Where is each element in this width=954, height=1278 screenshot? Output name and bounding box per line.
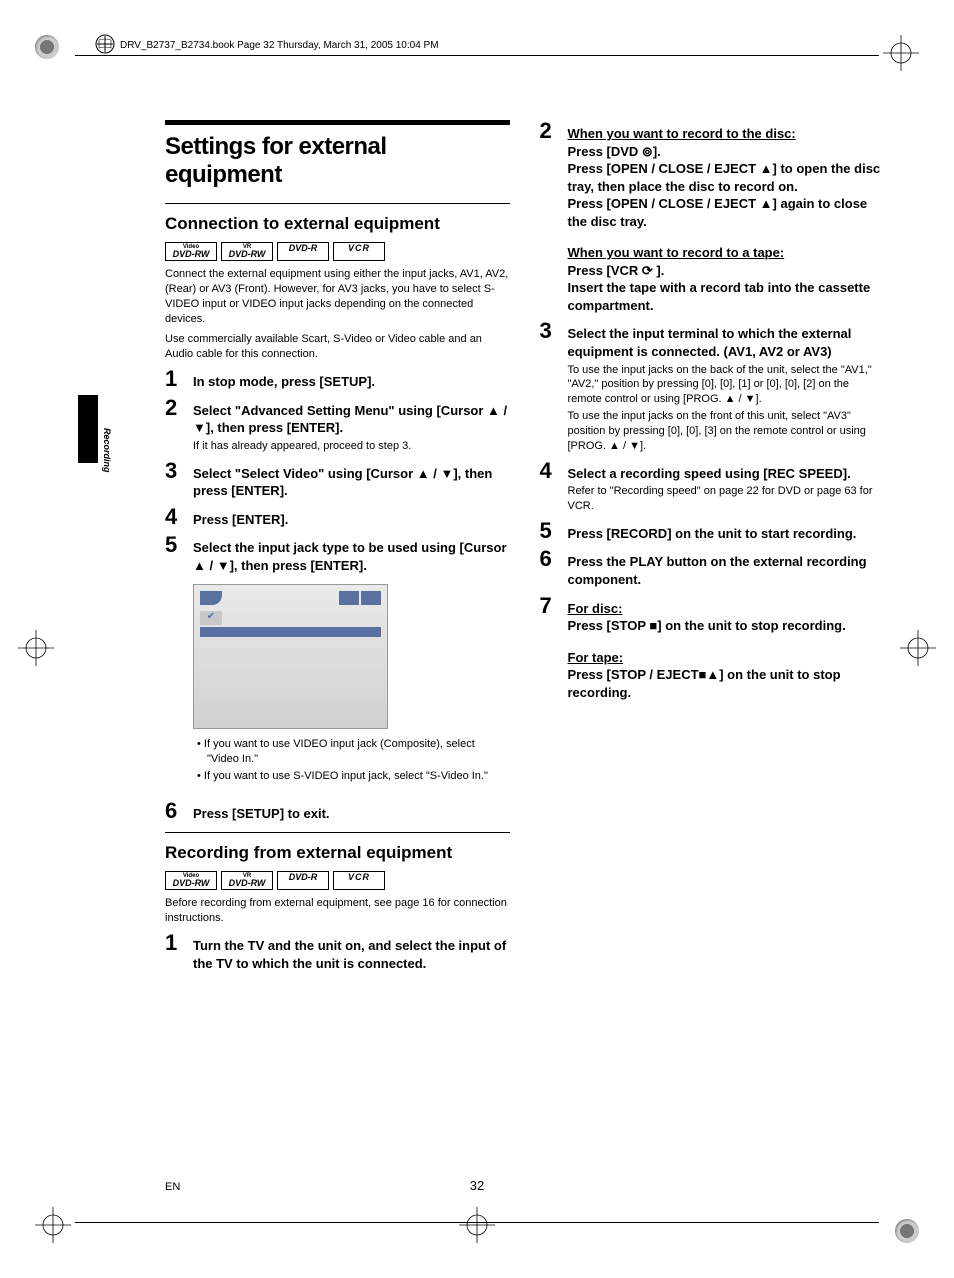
step-title: Select "Select Video" using [Cursor ▲ / …: [193, 465, 510, 500]
step-title: For tape: Press [STOP / EJECT■▲] on the …: [568, 649, 885, 702]
step-6: 6 Press [SETUP] to exit.: [165, 800, 510, 823]
crop-mark-mr: [900, 630, 936, 666]
section-rule: [165, 832, 510, 833]
rec-step-5: 5 Press [RECORD] on the unit to start re…: [540, 520, 885, 543]
step-num: 7: [540, 595, 558, 617]
step-title: Select the input terminal to which the e…: [568, 325, 885, 360]
step-title: In stop mode, press [SETUP].: [193, 373, 510, 391]
step-num: 3: [540, 320, 558, 342]
step-num: 1: [165, 932, 183, 954]
rec-step-6: 6 Press the PLAY button on the external …: [540, 548, 885, 588]
step-title: Select "Advanced Setting Menu" using [Cu…: [193, 402, 510, 437]
crop-mark-tl: [35, 35, 59, 59]
step-title: Select the input jack type to be used us…: [193, 539, 510, 574]
format-badges: VideoDVD-RW VRDVD-RW DVD-R VCR: [165, 242, 510, 261]
header-text: DRV_B2737_B2734.book Page 32 Thursday, M…: [120, 40, 439, 51]
title-rule: [165, 120, 510, 125]
rec-step-3: 3 Select the input terminal to which the…: [540, 320, 885, 453]
step-title: Turn the TV and the unit on, and select …: [193, 937, 510, 972]
crop-mark-tr: [883, 35, 919, 71]
badge-dvdr: DVD-R: [277, 871, 329, 890]
rec-step-2: 2 When you want to record to the disc: P…: [540, 120, 885, 314]
subsection-recording: Recording from external equipment: [165, 843, 510, 863]
step-note: If it has already appeared, proceed to s…: [193, 439, 510, 454]
step-title: When you want to record to a tape: Press…: [568, 244, 885, 314]
footer-page: 32: [0, 1178, 954, 1193]
book-icon: [95, 34, 115, 59]
step-title: For disc: Press [STOP ■] on the unit to …: [568, 600, 885, 635]
subsection-connection: Connection to external equipment: [165, 214, 510, 234]
step-num: 6: [540, 548, 558, 570]
step-2: 2 Select "Advanced Setting Menu" using […: [165, 397, 510, 454]
step-4: 4 Press [ENTER].: [165, 506, 510, 529]
step-title: Press [ENTER].: [193, 511, 510, 529]
badge-dvdrw-vr: VRDVD-RW: [221, 242, 273, 261]
step-num: 3: [165, 460, 183, 482]
rec-step-7: 7 For disc: Press [STOP ■] on the unit t…: [540, 595, 885, 702]
bullet: If you want to use S-VIDEO input jack, s…: [197, 769, 510, 784]
format-badges: VideoDVD-RW VRDVD-RW DVD-R VCR: [165, 871, 510, 890]
bullet: If you want to use VIDEO input jack (Com…: [197, 737, 510, 767]
step-num: 2: [165, 397, 183, 419]
intro-p2: Use commercially available Scart, S-Vide…: [165, 332, 510, 362]
step-num: 4: [540, 460, 558, 482]
step-note: Refer to "Recording speed" on page 22 fo…: [568, 484, 885, 514]
step-num: 5: [540, 520, 558, 542]
step-5: 5 Select the input jack type to be used …: [165, 534, 510, 794]
step-3: 3 Select "Select Video" using [Cursor ▲ …: [165, 460, 510, 500]
rec-step-1: 1 Turn the TV and the unit on, and selec…: [165, 932, 510, 972]
step-title: Press the PLAY button on the external re…: [568, 553, 885, 588]
badge-dvdrw-vr: VRDVD-RW: [221, 871, 273, 890]
step-num: 1: [165, 368, 183, 390]
header-rule: [75, 55, 879, 56]
step-title: Select a recording speed using [REC SPEE…: [568, 465, 885, 483]
step-num: 5: [165, 534, 183, 556]
rec-step-4: 4 Select a recording speed using [REC SP…: [540, 460, 885, 514]
crop-mark-bl: [35, 1207, 71, 1243]
main-title: Settings for external equipment: [165, 133, 510, 189]
step-title: Press [SETUP] to exit.: [193, 805, 510, 823]
badge-dvdrw-video: VideoDVD-RW: [165, 871, 217, 890]
menu-screenshot: ✔: [193, 584, 388, 729]
badge-dvdrw-video: VideoDVD-RW: [165, 242, 217, 261]
step-num: 2: [540, 120, 558, 142]
left-column: Settings for external equipment Connecti…: [165, 120, 510, 978]
right-column: 2 When you want to record to the disc: P…: [540, 120, 885, 978]
step-title: Press [RECORD] on the unit to start reco…: [568, 525, 885, 543]
recording-intro: Before recording from external equipment…: [165, 896, 510, 926]
step-num: 6: [165, 800, 183, 822]
badge-vcr: VCR: [333, 242, 385, 261]
step-note: To use the input jacks on the back of th…: [568, 363, 885, 408]
badge-dvdr: DVD-R: [277, 242, 329, 261]
step-note: To use the input jacks on the front of t…: [568, 409, 885, 454]
step-num: 4: [165, 506, 183, 528]
crop-mark-ml: [18, 630, 54, 666]
section-rule: [165, 203, 510, 204]
step-title: When you want to record to the disc: Pre…: [568, 125, 885, 230]
sidebar-label: Recording: [102, 428, 112, 473]
intro-p1: Connect the external equipment using eit…: [165, 267, 510, 326]
sidebar-tab: [78, 395, 98, 463]
crop-mark-br: [895, 1219, 919, 1243]
crop-mark-bc: [459, 1207, 495, 1243]
badge-vcr: VCR: [333, 871, 385, 890]
step-1: 1 In stop mode, press [SETUP].: [165, 368, 510, 391]
footer-rule: [75, 1222, 879, 1223]
step-bullets: If you want to use VIDEO input jack (Com…: [193, 737, 510, 784]
